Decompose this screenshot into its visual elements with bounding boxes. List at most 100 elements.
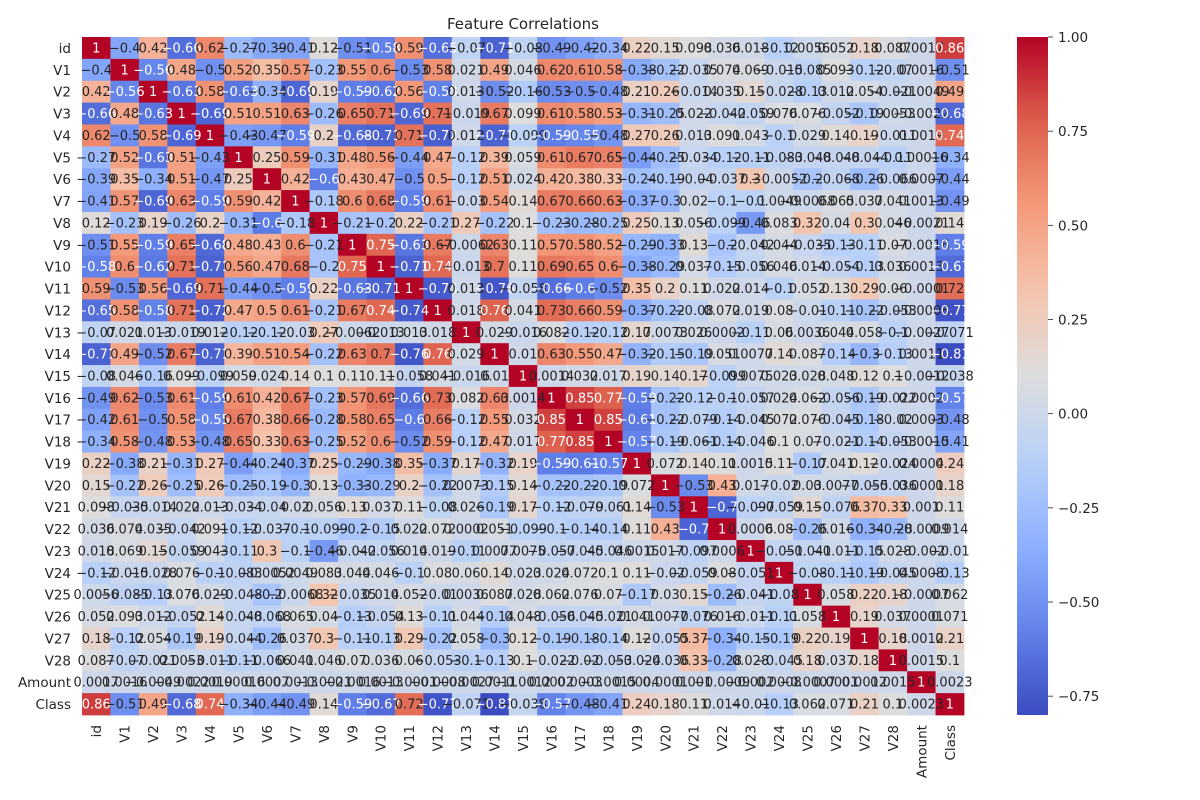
cell-annotation-V12-V12: 1: [434, 304, 442, 319]
cell-annotation-V15-V14: 0.01: [480, 370, 509, 385]
heatmap-cell-id-V19: [622, 37, 652, 60]
x-tick-label-V9: V9: [345, 725, 361, 743]
heatmap-cell-V14-V27: [850, 343, 880, 366]
heatmap-cell-V5-V16: [537, 146, 567, 169]
heatmap-cell-V18-V24: [764, 430, 794, 453]
heatmap-cell-V18-V16: [537, 430, 567, 453]
heatmap-cell-V9-V10: [366, 233, 396, 257]
heatmap-cell-V6-V5: [224, 168, 254, 191]
heatmap-cell-V9-V23: [736, 233, 766, 257]
heatmap-cell-V9-V5: [224, 233, 254, 257]
heatmap-cell-V12-V4: [195, 299, 225, 322]
heatmap-cell-V3-V7: [281, 102, 311, 125]
heatmap-cell-V13-V15: [508, 321, 538, 344]
heatmap-cell-V2-V18: [594, 80, 623, 104]
heatmap-cell-V2-V3: [167, 80, 197, 104]
heatmap-cell-V15-V28: [878, 365, 908, 388]
cell-annotation-V27-V14: −0.3: [479, 632, 511, 647]
x-tick-label-V12: V12: [431, 725, 447, 751]
heatmap-cell-V18-V19: [622, 430, 652, 453]
heatmap-cell-V7-V10: [366, 190, 396, 213]
heatmap-cell-V6-V26: [821, 168, 851, 191]
heatmap-cell-V5-V23: [736, 146, 766, 169]
cell-annotation-V22-V20: 0.43: [651, 523, 680, 538]
heatmap-cell-V14-V8: [309, 343, 339, 366]
heatmap-cell-V1-V12: [423, 58, 453, 82]
heatmap-cell-V4-V21: [679, 124, 709, 147]
cell-annotation-V28-V14: −0.13: [475, 654, 515, 669]
cell-annotation-V24-V12: 0.08: [423, 566, 452, 581]
heatmap-cell-V6-V1: [110, 168, 140, 191]
cell-annotation-V24-V18: 0.1: [598, 566, 619, 581]
heatmap-cell-id-V3: [167, 37, 197, 60]
heatmap-cell-V17-V6: [252, 408, 282, 432]
heatmap-cell-V10-V13: [451, 255, 481, 278]
heatmap-cell-V7-V6: [252, 190, 282, 213]
heatmap-cell-V8-Amount: [907, 211, 936, 235]
heatmap-cell-V1-V3: [167, 58, 197, 82]
heatmap-cell-V9-Class: [935, 233, 965, 257]
cell-annotation-V15-V27: 0.12: [850, 370, 879, 385]
heatmap-cell-V6-V18: [594, 168, 623, 191]
heatmap-cell-V13-V9: [338, 321, 367, 344]
heatmap-cell-V10-V28: [878, 255, 908, 278]
y-tick-label-V4: V4: [53, 128, 71, 144]
cell-annotation-V23-V22: 0.0006: [699, 544, 745, 559]
heatmap-cell-V4-V26: [821, 124, 851, 147]
cell-annotation-V26-Class: 0.071: [931, 610, 968, 625]
heatmap-cell-V15-V25: [793, 365, 823, 388]
x-tick-label-V11: V11: [402, 725, 418, 751]
heatmap-cell-V17-V27: [850, 408, 880, 432]
heatmap-cell-V5-id: [82, 146, 111, 169]
heatmap-cell-V19-id: [82, 452, 111, 475]
heatmap-cell-V19-V25: [793, 452, 823, 475]
heatmap-cell-V8-V25: [793, 211, 823, 235]
heatmap-cell-V19-V28: [878, 452, 908, 475]
y-tick-label-V22: V22: [45, 522, 71, 538]
heatmap-cell-V8-V27: [850, 211, 880, 235]
cell-annotation-V17-V10: 0.65: [366, 413, 395, 428]
heatmap-cell-V14-V22: [707, 343, 737, 366]
heatmap-cell-V16-V15: [508, 386, 538, 410]
heatmap-cell-V19-V22: [707, 452, 737, 475]
heatmap-cell-V14-V13: [451, 343, 481, 366]
heatmap-cell-V19-Amount: [907, 452, 936, 475]
heatmap-cell-V10-V27: [850, 255, 880, 278]
heatmap-cell-V10-V24: [764, 255, 794, 278]
heatmap-cell-V6-V20: [651, 168, 680, 191]
heatmap-cell-V16-V7: [281, 386, 311, 410]
heatmap-cell-V5-V1: [110, 146, 140, 169]
cell-annotation-V26-V26: 1: [832, 610, 840, 625]
cell-annotation-V11-V27: 0.29: [850, 282, 879, 297]
heatmap-cell-V17-V20: [651, 408, 680, 432]
heatmap-cell-V11-V20: [651, 277, 680, 300]
cell-annotation-Amount-V28: 0.0015: [870, 676, 916, 691]
heatmap-cell-V14-V18: [594, 343, 623, 366]
heatmap-cell-V11-V24: [764, 277, 794, 300]
heatmap-cell-V15-V19: [622, 365, 652, 388]
heatmap-cell-V17-V2: [138, 408, 168, 432]
heatmap-cell-V16-V6: [252, 386, 282, 410]
cell-annotation-id-V19: 0.22: [622, 41, 651, 56]
cell-annotation-V20-Class: 0.18: [935, 479, 964, 494]
heatmap-cell-V3-V23: [736, 102, 766, 125]
heatmap-cell-V6-id: [82, 168, 111, 191]
heatmap-cell-V13-V6: [252, 321, 282, 344]
heatmap-cell-V18-V22: [707, 430, 737, 453]
heatmap-cell-V8-V11: [394, 211, 424, 235]
cell-annotation-V12-V5: 0.47: [224, 304, 253, 319]
heatmap-cell-V5-V8: [309, 146, 339, 169]
heatmap-cell-V19-V24: [764, 452, 794, 475]
colorbar-tick-label: −0.75: [1058, 689, 1099, 705]
heatmap-cell-V17-V22: [707, 408, 737, 432]
cell-annotation-V10-V14: 0.7: [484, 260, 505, 275]
heatmap-cell-V2-V9: [338, 80, 367, 104]
heatmap-cell-id-V5: [224, 37, 254, 60]
heatmap-cell-V15-V22: [707, 365, 737, 388]
y-tick-label-V26: V26: [45, 610, 71, 626]
heatmap-cell-V9-V3: [167, 233, 197, 257]
cell-annotation-V13-Class: −0.071: [926, 326, 974, 341]
cell-annotation-V15-V20: 0.14: [651, 370, 680, 385]
cell-annotation-V6-V7: 0.42: [281, 173, 310, 188]
cell-annotation-V16-V15: 0.0014: [500, 391, 546, 406]
